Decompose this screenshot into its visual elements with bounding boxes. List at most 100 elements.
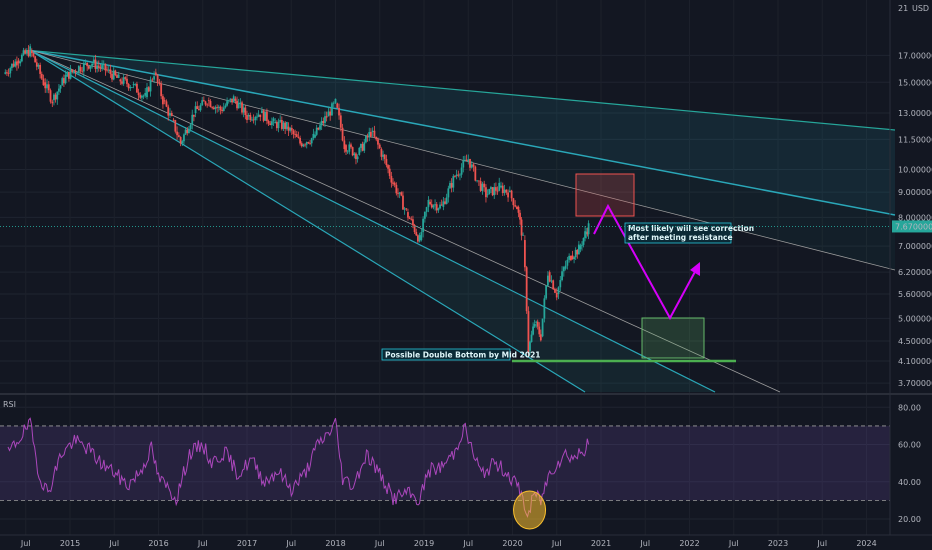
candle-body bbox=[474, 166, 477, 181]
candle-body bbox=[334, 98, 337, 103]
candle-body bbox=[457, 174, 460, 176]
candle-body bbox=[516, 206, 518, 210]
candle-body bbox=[305, 142, 308, 145]
candle-body bbox=[193, 114, 195, 117]
candle-body bbox=[189, 124, 192, 130]
candle-body bbox=[415, 231, 418, 236]
candle-body bbox=[355, 153, 357, 160]
candle-body bbox=[300, 143, 303, 147]
candle-body bbox=[454, 176, 456, 177]
candle-body bbox=[234, 98, 237, 101]
time-tick-label: Jul bbox=[728, 539, 739, 548]
candle-body bbox=[226, 101, 228, 106]
candle-body bbox=[124, 77, 127, 79]
candle-body bbox=[377, 139, 379, 145]
candle-body bbox=[284, 122, 287, 129]
candle-body bbox=[469, 158, 471, 168]
candle-body bbox=[42, 78, 45, 86]
candle-body bbox=[179, 137, 182, 144]
currency-label: USD bbox=[912, 4, 929, 13]
correction-note-line-2: after meeting resistance bbox=[628, 233, 733, 242]
candle-body bbox=[403, 208, 406, 210]
time-tick-label: 2016 bbox=[148, 539, 168, 548]
fan-line bbox=[29, 49, 716, 393]
rsi-tick-label: 80.00 bbox=[898, 403, 921, 412]
correction-note-box bbox=[624, 222, 732, 244]
candle-body bbox=[564, 265, 567, 269]
candle-body bbox=[420, 232, 423, 241]
time-tick-label: Jul bbox=[816, 539, 827, 548]
rsi-low-highlight bbox=[513, 490, 547, 530]
candle-body bbox=[525, 267, 528, 312]
candle-body bbox=[30, 50, 33, 54]
candle-body bbox=[196, 106, 199, 110]
last-price-tag bbox=[892, 220, 932, 233]
candle-body bbox=[370, 131, 372, 137]
candle-body bbox=[147, 87, 150, 92]
rsi-tick-label: 60.00 bbox=[898, 441, 921, 450]
price-tick-label: 5.000000 bbox=[898, 314, 932, 323]
candle-body bbox=[35, 62, 38, 67]
candle-body bbox=[254, 117, 257, 121]
candle-body bbox=[47, 84, 50, 91]
time-tick-label: Jul bbox=[20, 539, 31, 548]
candle-body bbox=[393, 182, 396, 185]
candle-body bbox=[82, 63, 85, 72]
price-tick-label: 15.000000 bbox=[898, 78, 932, 87]
candle-body bbox=[510, 190, 513, 199]
candle-body bbox=[102, 63, 105, 66]
candle-body bbox=[365, 135, 367, 143]
price-tick-label: 17.000000 bbox=[898, 51, 932, 60]
candle-body bbox=[77, 65, 80, 73]
candle-body bbox=[222, 107, 225, 112]
candle-body bbox=[206, 104, 209, 106]
candle-body bbox=[472, 164, 475, 167]
candle-body bbox=[505, 189, 508, 193]
candle-body bbox=[339, 115, 342, 128]
candle-body bbox=[555, 292, 558, 298]
candle-body bbox=[325, 116, 328, 118]
candle-body bbox=[37, 64, 40, 67]
candle-body bbox=[348, 144, 351, 152]
price-tick-label: 4.500000 bbox=[898, 337, 932, 346]
candle-body bbox=[481, 183, 484, 191]
candle-body bbox=[380, 148, 383, 157]
candle-body bbox=[144, 93, 147, 96]
candle-body bbox=[341, 127, 344, 141]
candle-body bbox=[51, 101, 54, 104]
candle-body bbox=[527, 311, 530, 354]
candle-body bbox=[84, 62, 87, 64]
candle-body bbox=[24, 50, 27, 54]
candle-body bbox=[539, 334, 542, 341]
candle-body bbox=[562, 267, 565, 272]
candle-body bbox=[410, 218, 413, 220]
candle-body bbox=[582, 237, 585, 245]
candle-body bbox=[129, 87, 132, 89]
candle-body bbox=[501, 185, 504, 194]
candle-body bbox=[375, 136, 378, 140]
fan-line bbox=[30, 49, 896, 216]
candle-body bbox=[309, 143, 311, 144]
price-tick-label: 4.100000 bbox=[898, 357, 932, 366]
candle-body bbox=[204, 101, 207, 105]
candle-body bbox=[34, 56, 37, 63]
candle-body bbox=[6, 72, 8, 74]
candle-body bbox=[552, 280, 555, 290]
candle-body bbox=[244, 107, 247, 116]
candle-body bbox=[160, 83, 163, 97]
candle-body bbox=[561, 271, 563, 281]
candle-body bbox=[221, 109, 224, 112]
candle-body bbox=[262, 110, 265, 121]
candle-body bbox=[398, 192, 401, 194]
candle-body bbox=[360, 143, 362, 148]
candle-body bbox=[101, 65, 103, 69]
candle-body bbox=[351, 147, 354, 156]
candle-body bbox=[287, 126, 290, 131]
candle-body bbox=[329, 111, 332, 116]
candle-body bbox=[267, 121, 270, 124]
candle-body bbox=[16, 61, 18, 66]
candle-body bbox=[585, 231, 588, 235]
candle-body bbox=[397, 193, 399, 195]
